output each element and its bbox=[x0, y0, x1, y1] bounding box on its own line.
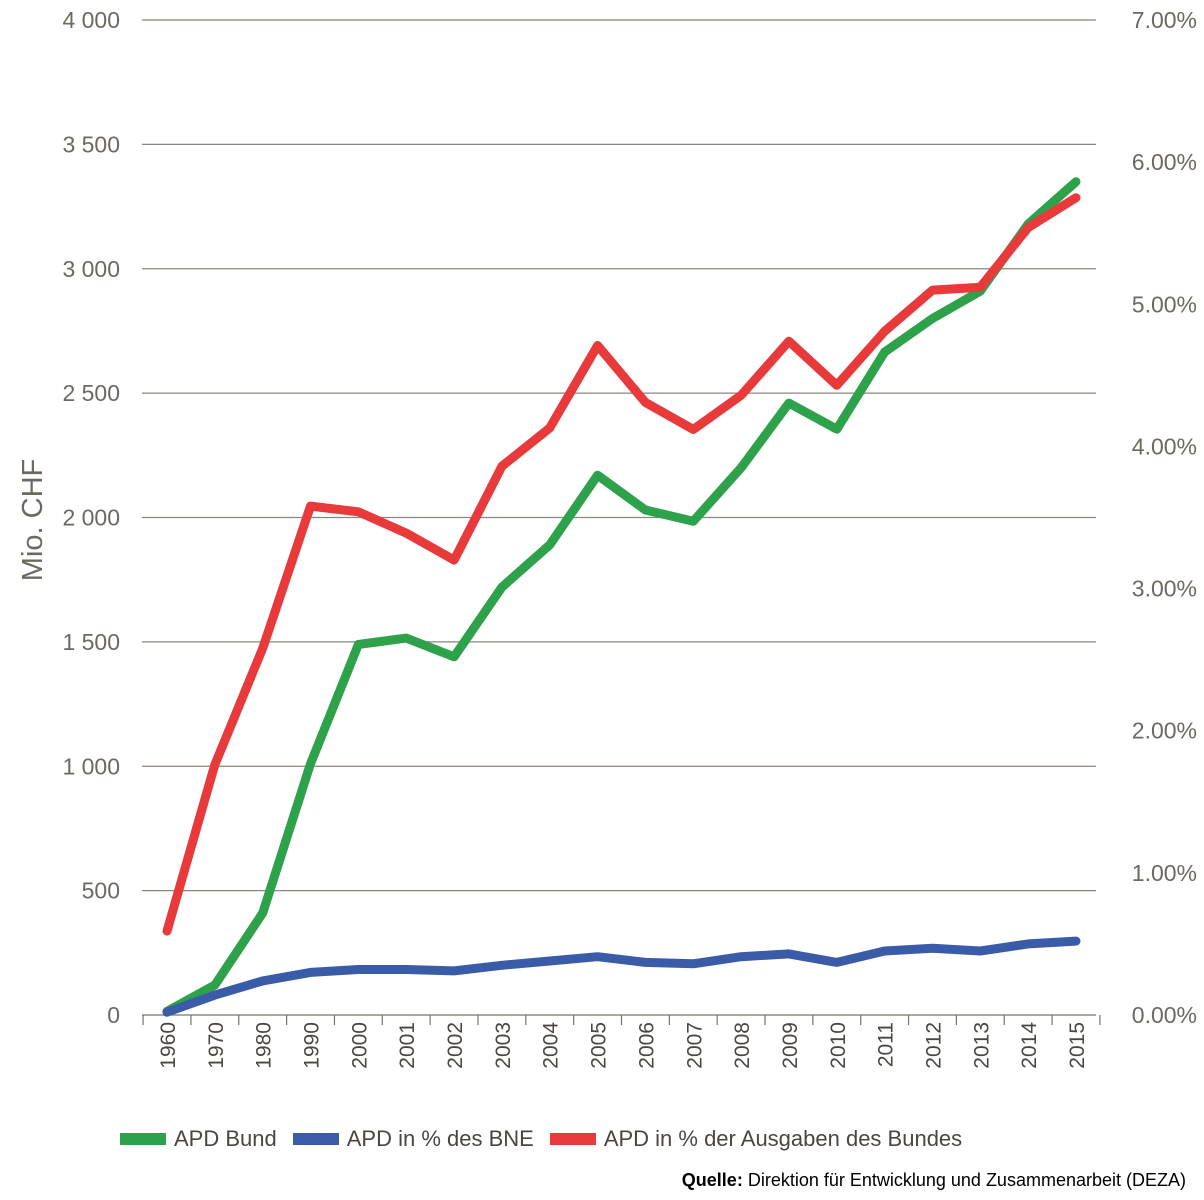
right-axis-ticks: 0.00% 1.00% 2.00% 3.00% 4.00% 5.00% 6.00% 7.00% bbox=[1132, 7, 1197, 1028]
series-line-apd-bund bbox=[162, 177, 1081, 1016]
y2-tick-label: 4.00% bbox=[1132, 433, 1197, 459]
x-tick-label: 2015 bbox=[1066, 1022, 1089, 1069]
x-tick-label: 2014 bbox=[1018, 1022, 1041, 1069]
y2-tick-label: 1.00% bbox=[1132, 860, 1197, 886]
x-tick-label: 1990 bbox=[301, 1022, 324, 1069]
y2-tick-label: 6.00% bbox=[1132, 149, 1197, 175]
x-tick-label: 2007 bbox=[683, 1022, 706, 1069]
y2-tick-label: 2.00% bbox=[1132, 718, 1197, 744]
x-tick-label: 2013 bbox=[970, 1022, 993, 1069]
x-axis: 1960 1970 1980 1990 2000 2001 2002 2003 2004 2005… bbox=[142, 1015, 1101, 1069]
legend-item-apd-bund: APD Bund bbox=[120, 1126, 277, 1152]
x-tick-label: 1960 bbox=[157, 1022, 180, 1069]
y-tick-label: 0 bbox=[107, 1002, 120, 1028]
legend-label: APD in % des BNE bbox=[346, 1126, 534, 1151]
y-tick-label: 3 500 bbox=[62, 131, 120, 157]
legend-item-apd-bne: APD in % des BNE bbox=[292, 1126, 534, 1152]
left-axis-ticks: 0 500 1 000 1 500 2 000 2 500 3 000 3 500 4 000 bbox=[62, 7, 120, 1028]
series-lines bbox=[162, 177, 1081, 1017]
y2-tick-label: 3.00% bbox=[1132, 576, 1197, 602]
series-line-apd-in-der-ausgaben-des-bundes bbox=[162, 193, 1081, 936]
x-tick-label: 2012 bbox=[922, 1022, 945, 1069]
legend-swatch-blue bbox=[292, 1133, 339, 1145]
y-tick-label: 1 500 bbox=[62, 629, 120, 655]
y2-tick-label: 0.00% bbox=[1132, 1002, 1197, 1028]
x-tick-label: 2008 bbox=[731, 1022, 754, 1069]
series-line-apd-in-des-bne bbox=[162, 936, 1081, 1017]
y-axis-label: Mio. CHF bbox=[17, 459, 49, 581]
x-tick-label: 2009 bbox=[779, 1022, 802, 1069]
x-tick-label: 1970 bbox=[205, 1022, 228, 1069]
x-tick-label: 2001 bbox=[396, 1022, 419, 1069]
y2-tick-label: 5.00% bbox=[1132, 291, 1197, 317]
y-tick-label: 1 000 bbox=[62, 753, 120, 779]
source-label: Quelle: bbox=[681, 1170, 743, 1190]
legend-label: APD Bund bbox=[174, 1126, 277, 1151]
x-tick-label: 1980 bbox=[253, 1022, 276, 1069]
y2-tick-label: 7.00% bbox=[1132, 7, 1197, 33]
legend-swatch-green bbox=[120, 1133, 166, 1145]
x-tick-label: 2010 bbox=[827, 1022, 850, 1069]
source-note: Quelle: Direktion für Entwicklung und Zu… bbox=[682, 1170, 1186, 1191]
y-tick-label: 500 bbox=[82, 878, 120, 904]
x-tick-label: 2004 bbox=[540, 1022, 563, 1069]
y-tick-label: 2 000 bbox=[62, 505, 120, 531]
legend-swatch-red bbox=[549, 1133, 596, 1145]
x-tick-label: 2003 bbox=[492, 1022, 515, 1069]
y-tick-label: 2 500 bbox=[62, 380, 120, 406]
legend-label: APD in % der Ausgaben des Bundes bbox=[603, 1126, 963, 1151]
x-tick-label: 2011 bbox=[875, 1022, 898, 1067]
x-tick-label: 2002 bbox=[444, 1022, 467, 1069]
source-text: Direktion für Entwicklung und Zusammenar… bbox=[747, 1170, 1186, 1190]
gridlines bbox=[142, 19, 1096, 1016]
y-tick-label: 4 000 bbox=[62, 7, 120, 33]
x-tick-label: 2005 bbox=[588, 1022, 611, 1069]
y-tick-label: 3 000 bbox=[62, 256, 120, 282]
legend-item-apd-ausgaben: APD in % der Ausgaben des Bundes bbox=[549, 1126, 963, 1152]
x-tick-label: 2000 bbox=[348, 1022, 371, 1069]
legend: APD Bund APD in % des BNE APD in % der A… bbox=[120, 1124, 978, 1154]
x-tick-label: 2006 bbox=[635, 1022, 658, 1069]
